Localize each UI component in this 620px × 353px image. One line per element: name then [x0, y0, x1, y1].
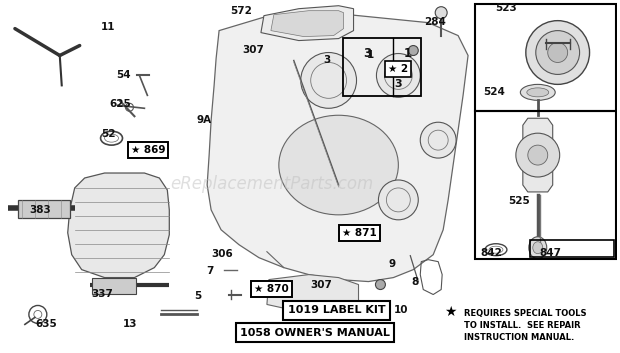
Polygon shape	[68, 173, 169, 277]
Text: 847: 847	[540, 248, 562, 258]
Polygon shape	[207, 13, 468, 282]
Text: ★ 870: ★ 870	[254, 284, 289, 294]
Text: 54: 54	[116, 70, 131, 79]
Ellipse shape	[527, 88, 549, 97]
Circle shape	[528, 145, 547, 165]
Ellipse shape	[533, 242, 542, 254]
Text: 3: 3	[394, 79, 402, 89]
Text: 524: 524	[483, 87, 505, 97]
Text: 284: 284	[424, 17, 446, 27]
Text: 5: 5	[194, 291, 202, 301]
Text: 525: 525	[508, 196, 529, 206]
Text: 52: 52	[101, 129, 115, 139]
Text: 1058 OWNER'S MANUAL: 1058 OWNER'S MANUAL	[240, 328, 390, 338]
Text: 635: 635	[35, 319, 57, 329]
Text: 8: 8	[411, 277, 418, 287]
Bar	[343, 38, 421, 96]
Bar	[476, 4, 616, 112]
Text: 3: 3	[363, 47, 371, 60]
Polygon shape	[271, 11, 343, 37]
Text: 306: 306	[211, 249, 233, 259]
Text: ★ 2: ★ 2	[388, 64, 409, 74]
Text: 1: 1	[404, 47, 412, 60]
Text: 1019 LABEL KIT: 1019 LABEL KIT	[288, 305, 385, 315]
Text: 11: 11	[101, 22, 115, 32]
Text: ★: ★	[445, 305, 457, 319]
Text: 383: 383	[29, 205, 51, 215]
Circle shape	[526, 20, 590, 84]
Polygon shape	[267, 275, 358, 311]
Text: 9A: 9A	[196, 115, 211, 125]
Circle shape	[378, 180, 418, 220]
Circle shape	[536, 31, 580, 74]
Circle shape	[435, 7, 447, 19]
Circle shape	[420, 122, 456, 158]
Text: 523: 523	[495, 4, 517, 13]
Ellipse shape	[520, 84, 555, 100]
Text: 10: 10	[394, 305, 409, 315]
Text: 7: 7	[206, 267, 214, 276]
Bar	[529, 240, 614, 257]
Text: 625: 625	[110, 100, 131, 109]
Ellipse shape	[279, 115, 399, 215]
Text: ★ 871: ★ 871	[342, 228, 377, 238]
Text: ★ 869: ★ 869	[131, 145, 166, 155]
Circle shape	[547, 43, 568, 62]
Text: 842: 842	[480, 248, 502, 258]
Text: 13: 13	[122, 319, 137, 329]
Polygon shape	[523, 118, 552, 192]
Bar	[18, 200, 69, 218]
Text: 307: 307	[310, 281, 332, 291]
Text: 337: 337	[91, 289, 113, 299]
Bar	[476, 112, 616, 259]
Text: eReplacementParts.com: eReplacementParts.com	[170, 174, 373, 192]
Text: 307: 307	[242, 45, 264, 55]
Text: REQUIRES SPECIAL TOOLS
TO INSTALL.  SEE REPAIR
INSTRUCTION MANUAL.: REQUIRES SPECIAL TOOLS TO INSTALL. SEE R…	[464, 309, 587, 342]
Circle shape	[516, 133, 560, 177]
Text: 1: 1	[367, 50, 374, 60]
Circle shape	[409, 46, 419, 55]
Circle shape	[376, 280, 386, 289]
Bar	[92, 277, 136, 293]
Circle shape	[301, 53, 356, 108]
Circle shape	[376, 54, 420, 97]
Ellipse shape	[529, 237, 547, 259]
Text: 3: 3	[324, 55, 331, 66]
Text: 572: 572	[230, 6, 252, 16]
Text: 9: 9	[389, 259, 396, 269]
Polygon shape	[261, 6, 353, 41]
